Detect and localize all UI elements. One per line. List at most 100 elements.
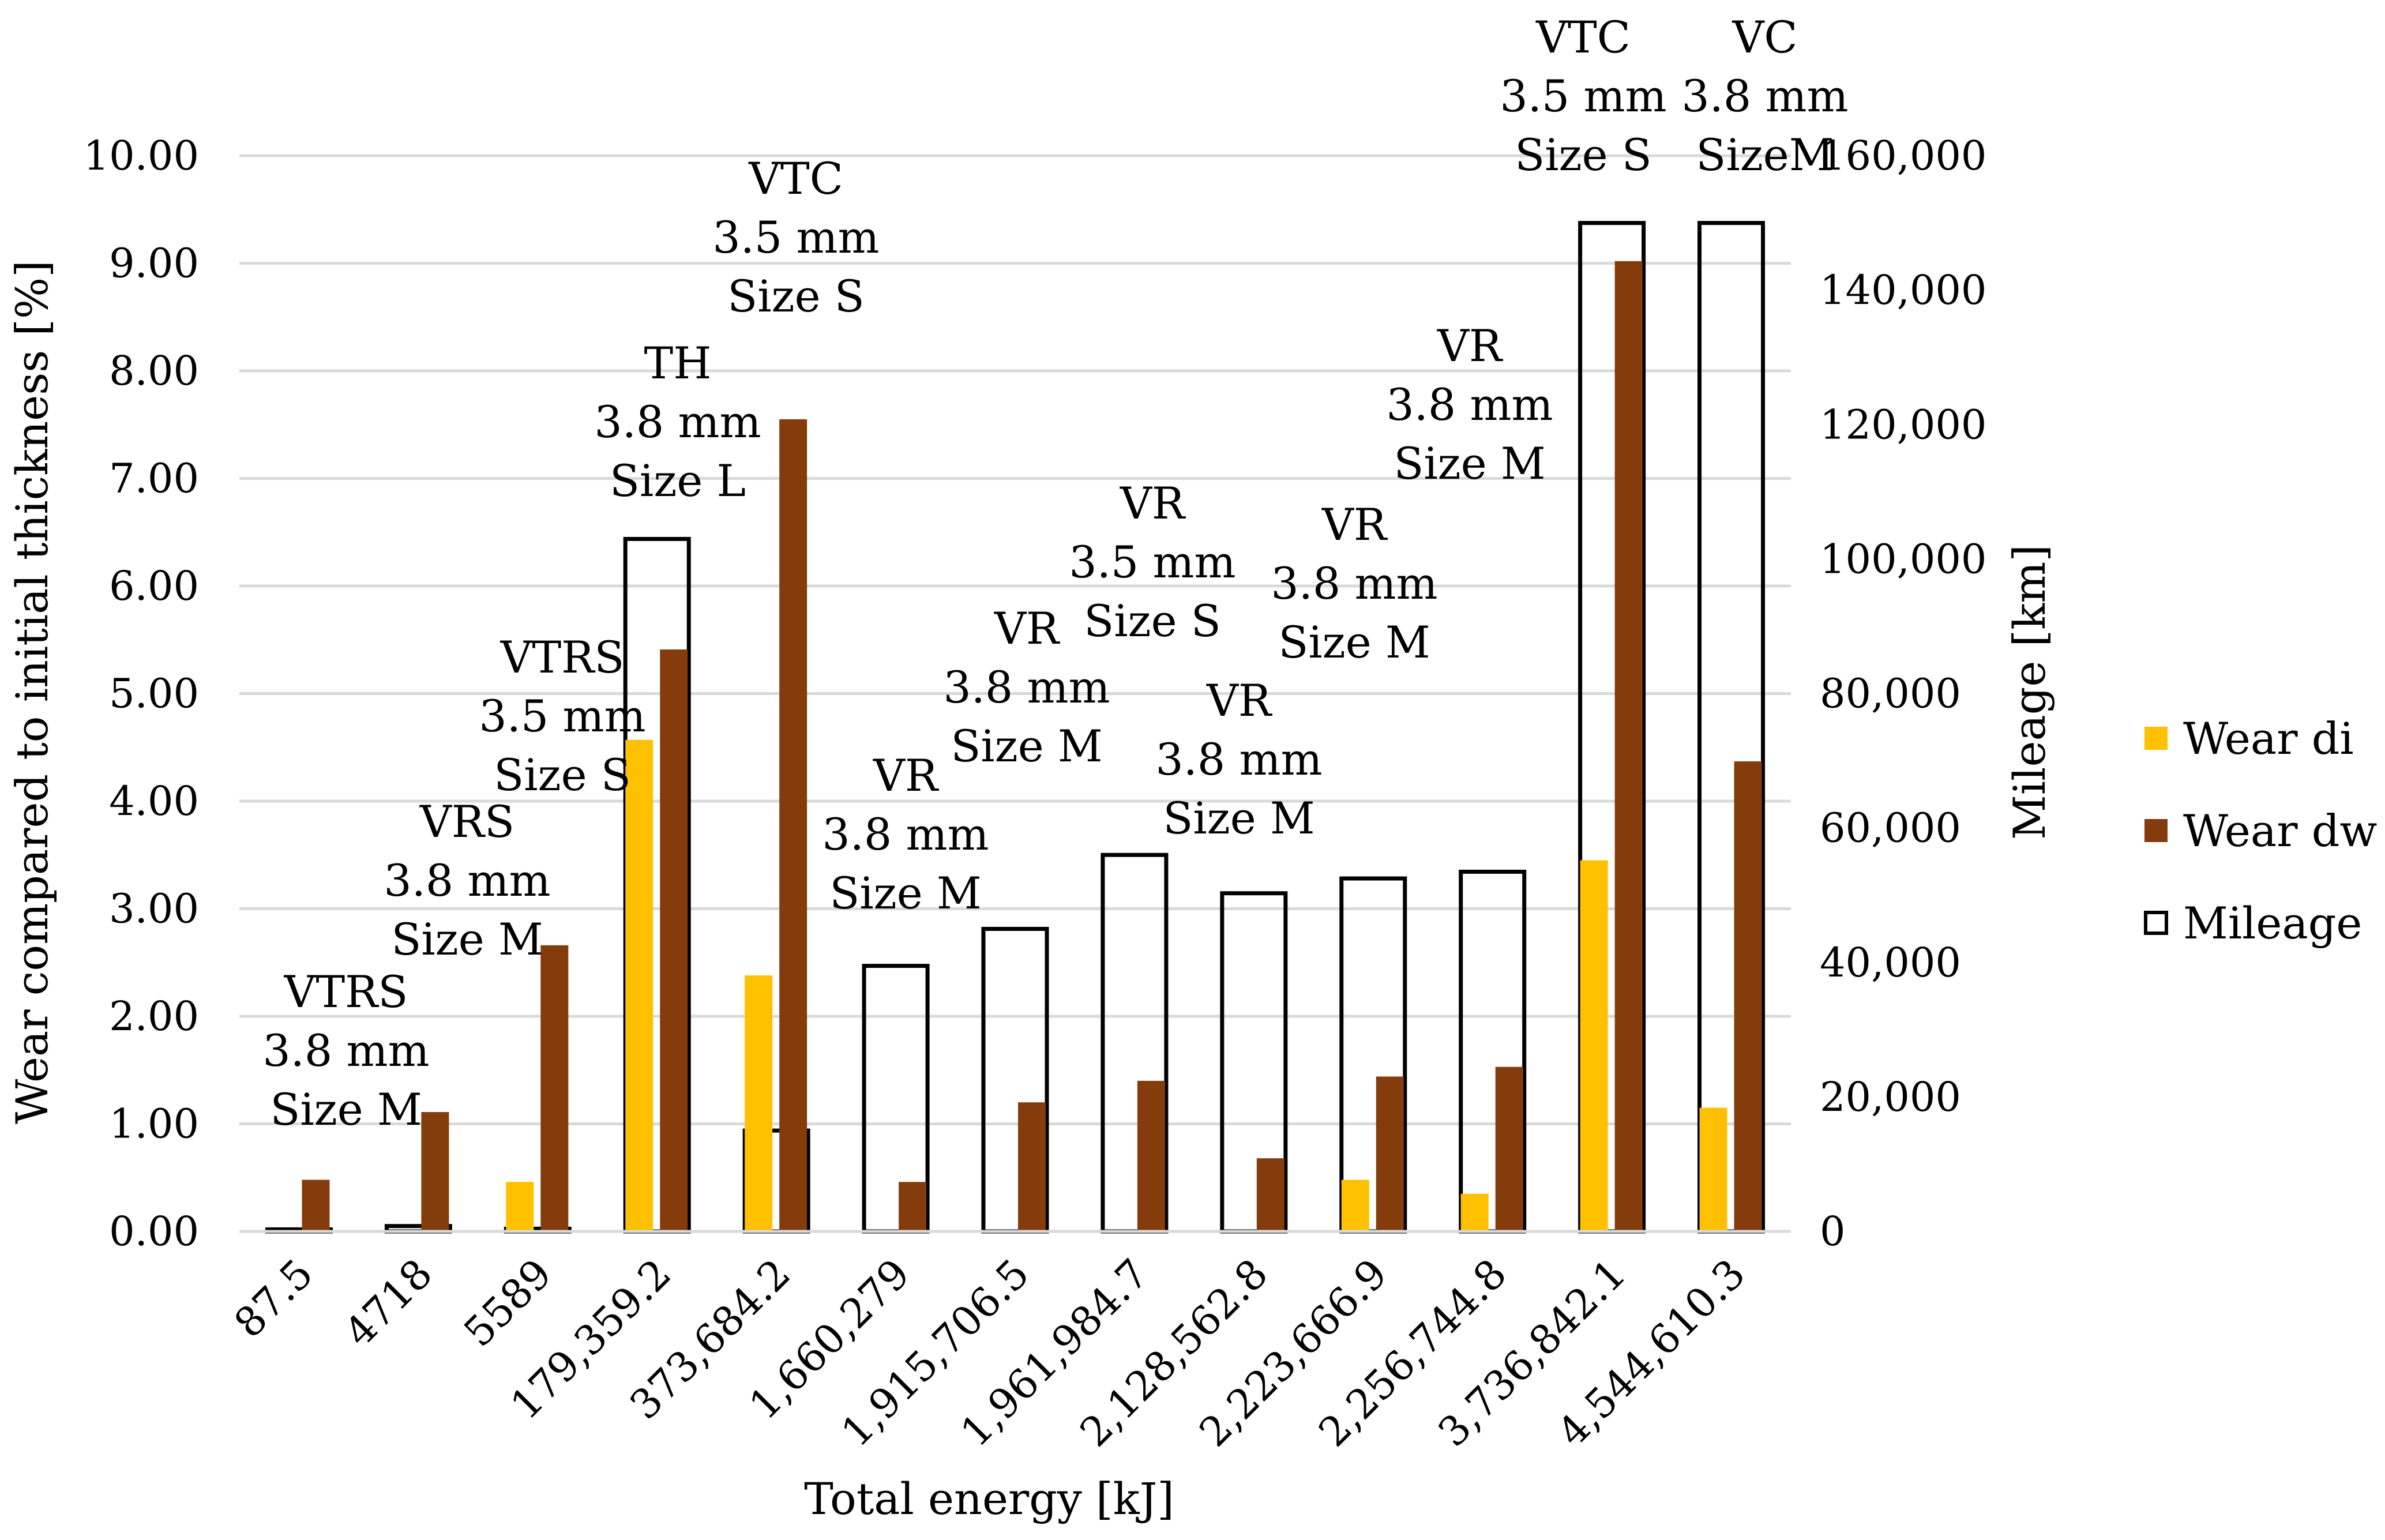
annotation-line: 3.8 mm (1271, 558, 1437, 609)
legend-swatch-wear-dw (2144, 819, 2168, 842)
bar-annotation: VC 3.8 mm SizeM (1681, 12, 1848, 181)
wear-dw-bar (1614, 261, 1643, 1231)
wear-di-bar (1699, 1107, 1727, 1231)
annotation-line: Size S (494, 749, 631, 801)
y2-tick-label: 140,000 (1820, 266, 1986, 314)
annotation-line: 3.8 mm (1681, 70, 1848, 122)
wear-dw-bar (1734, 761, 1762, 1231)
y-tick-label: 3.00 (109, 885, 199, 933)
annotation-line: VR (1321, 499, 1388, 550)
wear-di-bar (1580, 860, 1608, 1231)
annotation-line: 3.8 mm (1386, 379, 1553, 430)
wear-dw-bar (540, 945, 569, 1231)
legend-label-wear-dw: Wear dw (2183, 805, 2377, 857)
annotation-line: 3.5 mm (712, 212, 879, 263)
annotation-line: VR (994, 603, 1061, 654)
bar-annotation: VR 3.8 mm Size M (822, 750, 989, 919)
wear-dw-bar (1256, 1158, 1284, 1231)
wear-dw-bar (302, 1180, 330, 1231)
wear-di-bar (1341, 1180, 1369, 1231)
annotation-line: 3.5 mm (1500, 70, 1666, 122)
y-tick-label: 0.00 (109, 1208, 199, 1255)
y2-tick-label: 0 (1820, 1208, 1846, 1255)
annotation-line: 3.8 mm (262, 1025, 429, 1076)
annotation-line: Size M (1394, 438, 1545, 489)
y-tick-label: 10.00 (84, 132, 199, 179)
annotation-line: Size S (1515, 129, 1652, 181)
annotation-line: VC (1732, 12, 1797, 63)
gridlines (239, 154, 1791, 1125)
annotation-line: VR (1437, 320, 1504, 371)
bar-annotation: VR 3.5 mm Size S (1069, 478, 1235, 647)
annotation-line: 3.8 mm (1155, 734, 1322, 785)
wear-di-bar (625, 739, 653, 1231)
annotation-line: 3.8 mm (384, 855, 550, 906)
annotation-line: TH (644, 337, 712, 389)
x-tick-label: 5589 (455, 1250, 561, 1356)
y-tick-label: 8.00 (109, 347, 199, 395)
y2-tick-label: 20,000 (1820, 1073, 1961, 1121)
y2-tick-label: 40,000 (1820, 939, 1961, 986)
y2-tick-label: 60,000 (1820, 805, 1961, 852)
y2-axis-title: Mileage [km] (2004, 544, 2055, 840)
bar-annotation: VTC 3.5 mm Size S (1500, 12, 1666, 181)
annotation-line: Size M (391, 914, 543, 965)
annotation-line: 3.8 mm (822, 809, 989, 860)
y2-tick-label: 160,000 (1820, 132, 1986, 179)
wear-di-bar (1460, 1193, 1489, 1231)
y2-tick-label: 120,000 (1820, 401, 1986, 448)
x-tick-label: 87.5 (225, 1250, 322, 1347)
legend: Wear di Wear dw Mileage (2144, 713, 2377, 949)
annotation-line: Size M (951, 720, 1102, 772)
annotation-line: SizeM (1696, 129, 1834, 181)
annotation-line: VR (1206, 675, 1273, 726)
bar-annotation: TH 3.8 mm Size L (594, 337, 761, 506)
wear-dw-bar (1495, 1066, 1523, 1231)
annotation-line: 3.8 mm (594, 396, 761, 448)
annotation-line: Size M (829, 867, 981, 919)
y-tick-label: 1.00 (109, 1100, 199, 1148)
bar-annotation: VTRS 3.5 mm Size S (479, 632, 645, 801)
annotation-line: VTC (748, 153, 843, 204)
annotation-line: VTRS (284, 966, 408, 1017)
annotation-line: Size S (727, 271, 865, 322)
wear-dw-bar (660, 649, 688, 1231)
annotation-line: VRS (419, 796, 514, 847)
y-tick-label: 2.00 (109, 993, 199, 1040)
x-tick-label: 4718 (335, 1250, 441, 1356)
annotation-line: VR (873, 750, 940, 801)
bar-annotation: VR 3.8 mm Size M (943, 603, 1110, 772)
wear-series (302, 261, 1762, 1231)
annotation-line: VR (1120, 478, 1186, 529)
bar-annotation: VTRS 3.8 mm Size M (262, 966, 429, 1135)
y-tick-label: 7.00 (109, 455, 199, 502)
y-tick-label: 9.00 (109, 240, 199, 287)
annotation-line: Size M (270, 1084, 422, 1135)
annotation-line: 3.5 mm (1069, 536, 1235, 588)
annotation-line: Size S (1084, 595, 1221, 647)
wear-di-bar (506, 1182, 534, 1231)
annotation-line: VTRS (500, 632, 625, 683)
legend-label-wear-di: Wear di (2183, 713, 2354, 764)
annotation-line: Size L (610, 455, 746, 506)
x-axis-title: Total energy [kJ] (804, 1473, 1174, 1524)
legend-label-mileage: Mileage (2183, 897, 2362, 949)
wear-dw-bar (1137, 1080, 1165, 1231)
bar-annotation: VR 3.8 mm Size M (1155, 675, 1322, 844)
y-tick-label: 6.00 (109, 562, 199, 610)
bar-annotation: VRS 3.8 mm Size M (384, 796, 550, 965)
wear-dw-bar (1018, 1102, 1046, 1231)
bar-annotation: VR 3.8 mm Size M (1271, 499, 1437, 668)
legend-swatch-mileage (2144, 911, 2168, 935)
annotation-line: VTC (1535, 12, 1631, 63)
y-tick-label: 4.00 (109, 777, 199, 825)
y2-tick-label: 80,000 (1820, 670, 1961, 718)
wear-dw-bar (421, 1111, 449, 1231)
wear-dw-bar (779, 419, 807, 1231)
wear-dw-bar (1376, 1076, 1404, 1231)
bar-annotation: VR 3.8 mm Size M (1386, 320, 1553, 489)
bar-annotation: VTC 3.5 mm Size S (712, 153, 879, 322)
annotation-line: 3.8 mm (943, 662, 1110, 713)
